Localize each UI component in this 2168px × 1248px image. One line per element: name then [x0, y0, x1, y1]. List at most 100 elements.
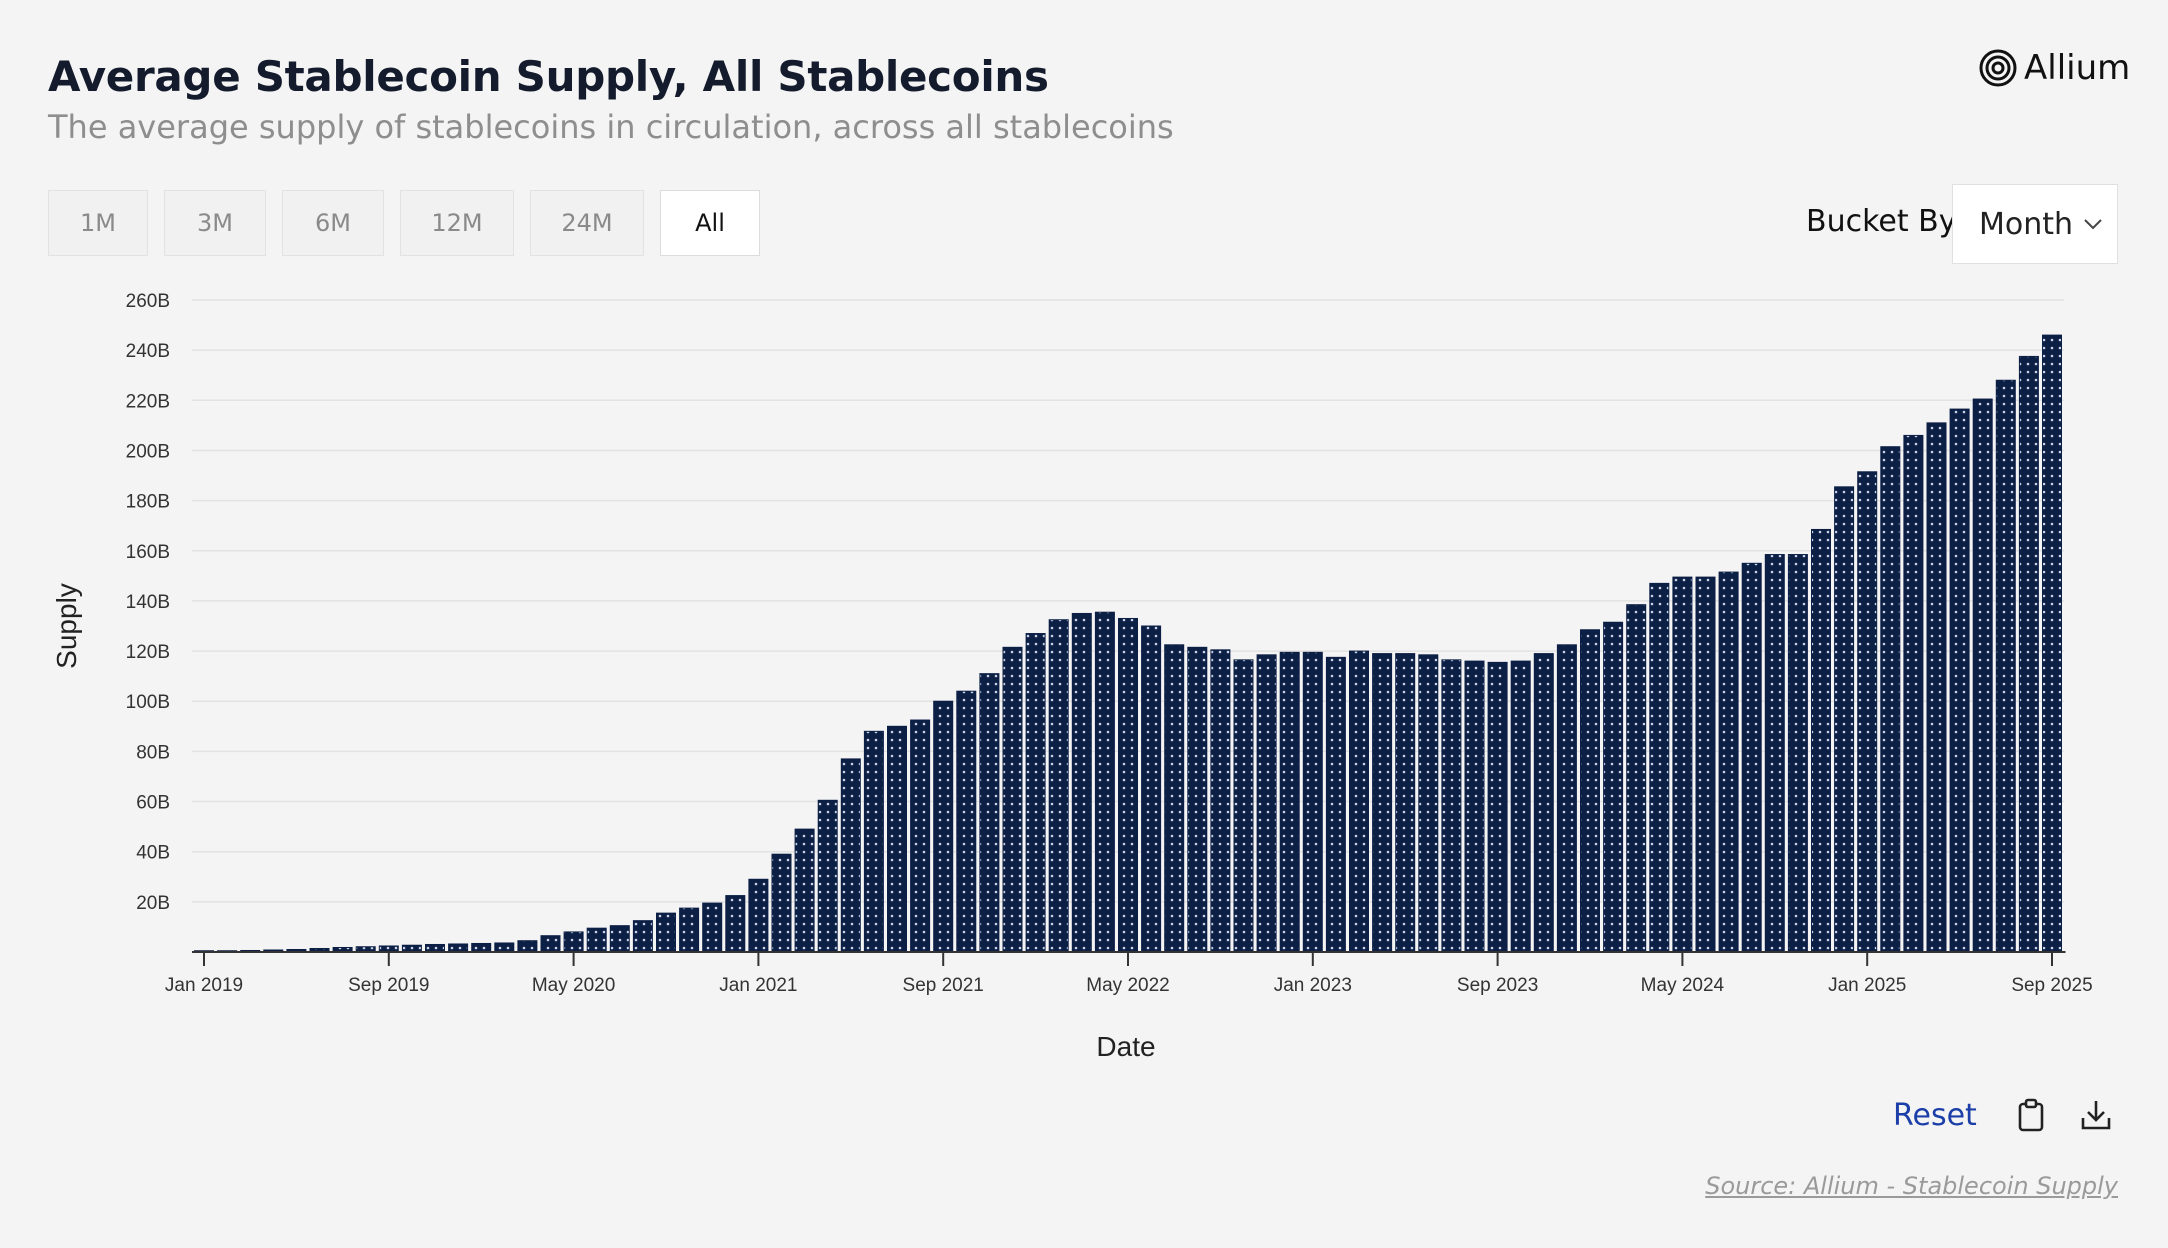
bar	[817, 799, 838, 953]
allium-logo-icon	[1979, 49, 2017, 87]
x-tick-label: May 2022	[1086, 975, 1169, 996]
range-label: All	[695, 209, 725, 237]
x-tick-label: Sep 2023	[1457, 975, 1538, 996]
bar	[910, 719, 931, 953]
y-tick-label: 60B	[136, 793, 170, 814]
bar	[1418, 654, 1439, 953]
bar	[1210, 649, 1231, 953]
y-tick-label: 120B	[126, 642, 170, 663]
chevron-down-icon	[2084, 219, 2102, 230]
x-tick-label: Jan 2021	[719, 975, 797, 996]
bar	[679, 907, 700, 953]
reset-button[interactable]: Reset	[1893, 1098, 1977, 1133]
y-tick-label: 80B	[136, 742, 170, 763]
y-tick-label: 20B	[136, 893, 170, 914]
bar	[863, 730, 884, 953]
download-icon	[2081, 1101, 2111, 1130]
bar	[1071, 612, 1092, 953]
bar	[1048, 619, 1069, 953]
bar	[1187, 646, 1208, 953]
range-button-24m[interactable]: 24M	[530, 190, 644, 256]
chart-title: Average Stablecoin Supply, All Stablecoi…	[48, 52, 1049, 101]
y-tick-label: 100B	[126, 692, 170, 713]
bar	[1118, 617, 1138, 953]
bar	[1787, 554, 1808, 953]
y-tick-label: 240B	[126, 341, 170, 362]
x-axis-label: Date	[1096, 1031, 1155, 1062]
bar	[1649, 582, 1670, 953]
bar	[1834, 486, 1855, 953]
download-button[interactable]	[2080, 1098, 2112, 1137]
bar	[1603, 621, 1624, 953]
bar	[1880, 446, 1901, 953]
range-label: 1M	[80, 209, 116, 237]
bar	[1025, 633, 1046, 953]
bar	[1164, 644, 1185, 953]
bar	[471, 942, 492, 953]
bar	[979, 673, 1000, 953]
x-tick-label: May 2020	[532, 975, 615, 996]
bar	[1256, 654, 1277, 953]
bar	[1510, 660, 1531, 953]
bucket-by-value: Month	[1979, 206, 2074, 242]
range-button-1m[interactable]: 1M	[48, 190, 148, 256]
bar	[2018, 355, 2039, 953]
x-tick-label: Jan 2025	[1828, 975, 1906, 996]
bar	[1857, 471, 1878, 953]
bar	[1626, 604, 1647, 953]
bar	[1441, 659, 1462, 953]
bar	[1903, 434, 1924, 953]
bar	[563, 931, 584, 953]
y-tick-label: 180B	[126, 492, 170, 513]
range-label: 24M	[561, 209, 613, 237]
y-tick-label: 220B	[126, 391, 170, 412]
range-label: 3M	[197, 209, 233, 237]
bar	[840, 758, 861, 953]
bar	[1949, 408, 1970, 953]
bar	[794, 828, 815, 953]
bar	[933, 700, 954, 953]
bar	[1372, 653, 1393, 953]
bar	[1002, 646, 1023, 953]
bar	[1533, 653, 1554, 953]
source-link[interactable]: Source: Allium - Stablecoin Supply	[1705, 1172, 2118, 1200]
range-button-6m[interactable]: 6M	[282, 190, 384, 256]
range-label: 6M	[315, 209, 351, 237]
y-axis-ticks: 20B 40B 60B 80B 100B 120B 140B 160B 180B 200B 220B…	[126, 291, 170, 914]
bar	[956, 690, 977, 953]
bucket-by-select[interactable]: Month	[1952, 184, 2118, 264]
bar	[425, 943, 445, 953]
bar	[586, 927, 607, 953]
bar	[1811, 528, 1831, 953]
clipboard-icon	[2018, 1098, 2044, 1132]
x-axis-ticks: Jan 2019 Sep 2019 May 2020 Jan 2021 Sep 2021…	[165, 952, 2093, 996]
range-button-all[interactable]: All	[660, 190, 760, 256]
x-tick-label: Sep 2025	[2011, 975, 2092, 996]
range-button-3m[interactable]: 3M	[164, 190, 266, 256]
brand-name: Allium	[2024, 48, 2131, 88]
chart-subtitle: The average supply of stablecoins in cir…	[48, 108, 1174, 146]
copy-button[interactable]	[2016, 1098, 2046, 1137]
bar	[1556, 644, 1577, 953]
bar	[748, 878, 769, 953]
bucket-by-label: Bucket By	[1806, 204, 1957, 239]
bar	[1302, 651, 1323, 953]
bar	[1141, 625, 1162, 953]
bar	[702, 902, 723, 953]
bar	[540, 935, 561, 953]
y-tick-label: 40B	[136, 843, 170, 864]
y-tick-label: 200B	[126, 441, 170, 462]
bar	[632, 920, 653, 953]
x-tick-label: Sep 2019	[348, 975, 429, 996]
y-tick-label: 140B	[126, 592, 170, 613]
bar	[494, 942, 515, 953]
x-tick-label: Jan 2019	[165, 975, 243, 996]
x-tick-label: Jan 2023	[1274, 975, 1352, 996]
bar	[1233, 659, 1254, 953]
bar	[2042, 334, 2062, 953]
bar	[1995, 379, 2016, 953]
bar	[1764, 554, 1785, 953]
bar	[1464, 660, 1485, 953]
range-button-12m[interactable]: 12M	[400, 190, 514, 256]
bar	[401, 944, 422, 953]
